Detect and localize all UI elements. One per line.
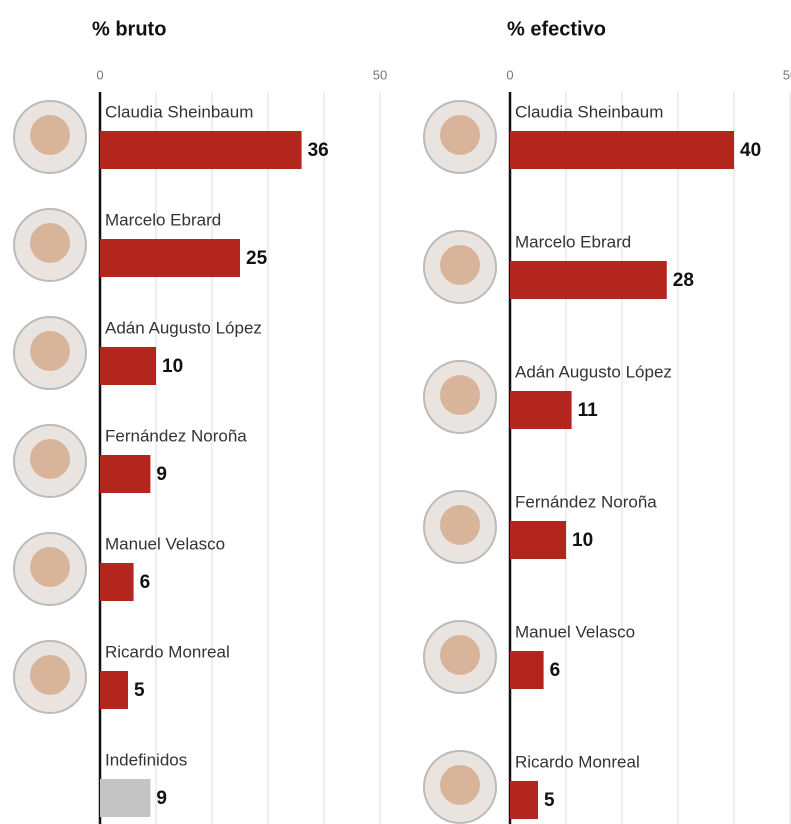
- bar: [510, 261, 667, 299]
- bar: [510, 391, 572, 429]
- avatar-face: [440, 635, 480, 675]
- category-label: Fernández Noroña: [105, 426, 247, 445]
- chart: % bruto050Claudia Sheinbaum36Marcelo Ebr…: [0, 0, 791, 824]
- value-label: 11: [578, 400, 599, 421]
- bar: [100, 779, 150, 817]
- x-tick-label: 50: [373, 67, 387, 82]
- avatar-face: [440, 505, 480, 545]
- value-label: 6: [140, 572, 151, 593]
- avatar-face: [30, 331, 70, 371]
- bar: [100, 347, 156, 385]
- page: {"chart_data": [ {"type": "hbar", "title…: [0, 0, 791, 824]
- category-label: Ricardo Monreal: [515, 752, 640, 771]
- avatar-face: [30, 115, 70, 155]
- category-label: Fernández Noroña: [515, 492, 657, 511]
- category-label: Claudia Sheinbaum: [515, 102, 663, 121]
- category-label: Adán Augusto López: [105, 318, 262, 337]
- bar: [100, 671, 128, 709]
- avatar-face: [30, 223, 70, 263]
- value-label: 10: [572, 530, 593, 551]
- bar: [100, 563, 134, 601]
- category-label: Adán Augusto López: [515, 362, 672, 381]
- value-label: 40: [740, 140, 761, 161]
- value-label: 25: [246, 248, 268, 269]
- category-label: Marcelo Ebrard: [515, 232, 631, 251]
- bar: [100, 239, 240, 277]
- category-label: Manuel Velasco: [105, 534, 225, 553]
- avatar-face: [440, 115, 480, 155]
- chart-title: % efectivo: [507, 18, 606, 40]
- category-label: Indefinidos: [105, 750, 187, 769]
- category-label: Manuel Velasco: [515, 622, 635, 641]
- bar: [100, 455, 150, 493]
- value-label: 9: [156, 464, 167, 485]
- avatar-face: [440, 375, 480, 415]
- bar: [510, 521, 566, 559]
- bar: [510, 651, 544, 689]
- avatar-face: [30, 655, 70, 695]
- value-label: 6: [550, 660, 561, 681]
- bar: [100, 131, 302, 169]
- avatar-face: [440, 765, 480, 805]
- value-label: 5: [134, 680, 145, 701]
- category-label: Claudia Sheinbaum: [105, 102, 253, 121]
- value-label: 28: [673, 270, 694, 291]
- value-label: 10: [162, 356, 183, 377]
- bar: [510, 781, 538, 819]
- bar: [510, 131, 734, 169]
- avatar-face: [440, 245, 480, 285]
- x-tick-label: 0: [96, 67, 103, 82]
- value-label: 9: [156, 788, 167, 809]
- value-label: 36: [308, 140, 329, 161]
- value-label: 5: [544, 790, 555, 811]
- category-label: Marcelo Ebrard: [105, 210, 221, 229]
- x-tick-label: 0: [506, 67, 513, 82]
- category-label: Ricardo Monreal: [105, 642, 230, 661]
- avatar-face: [30, 547, 70, 587]
- x-tick-label: 50: [783, 67, 791, 82]
- avatar-face: [30, 439, 70, 479]
- chart-title: % bruto: [92, 18, 166, 40]
